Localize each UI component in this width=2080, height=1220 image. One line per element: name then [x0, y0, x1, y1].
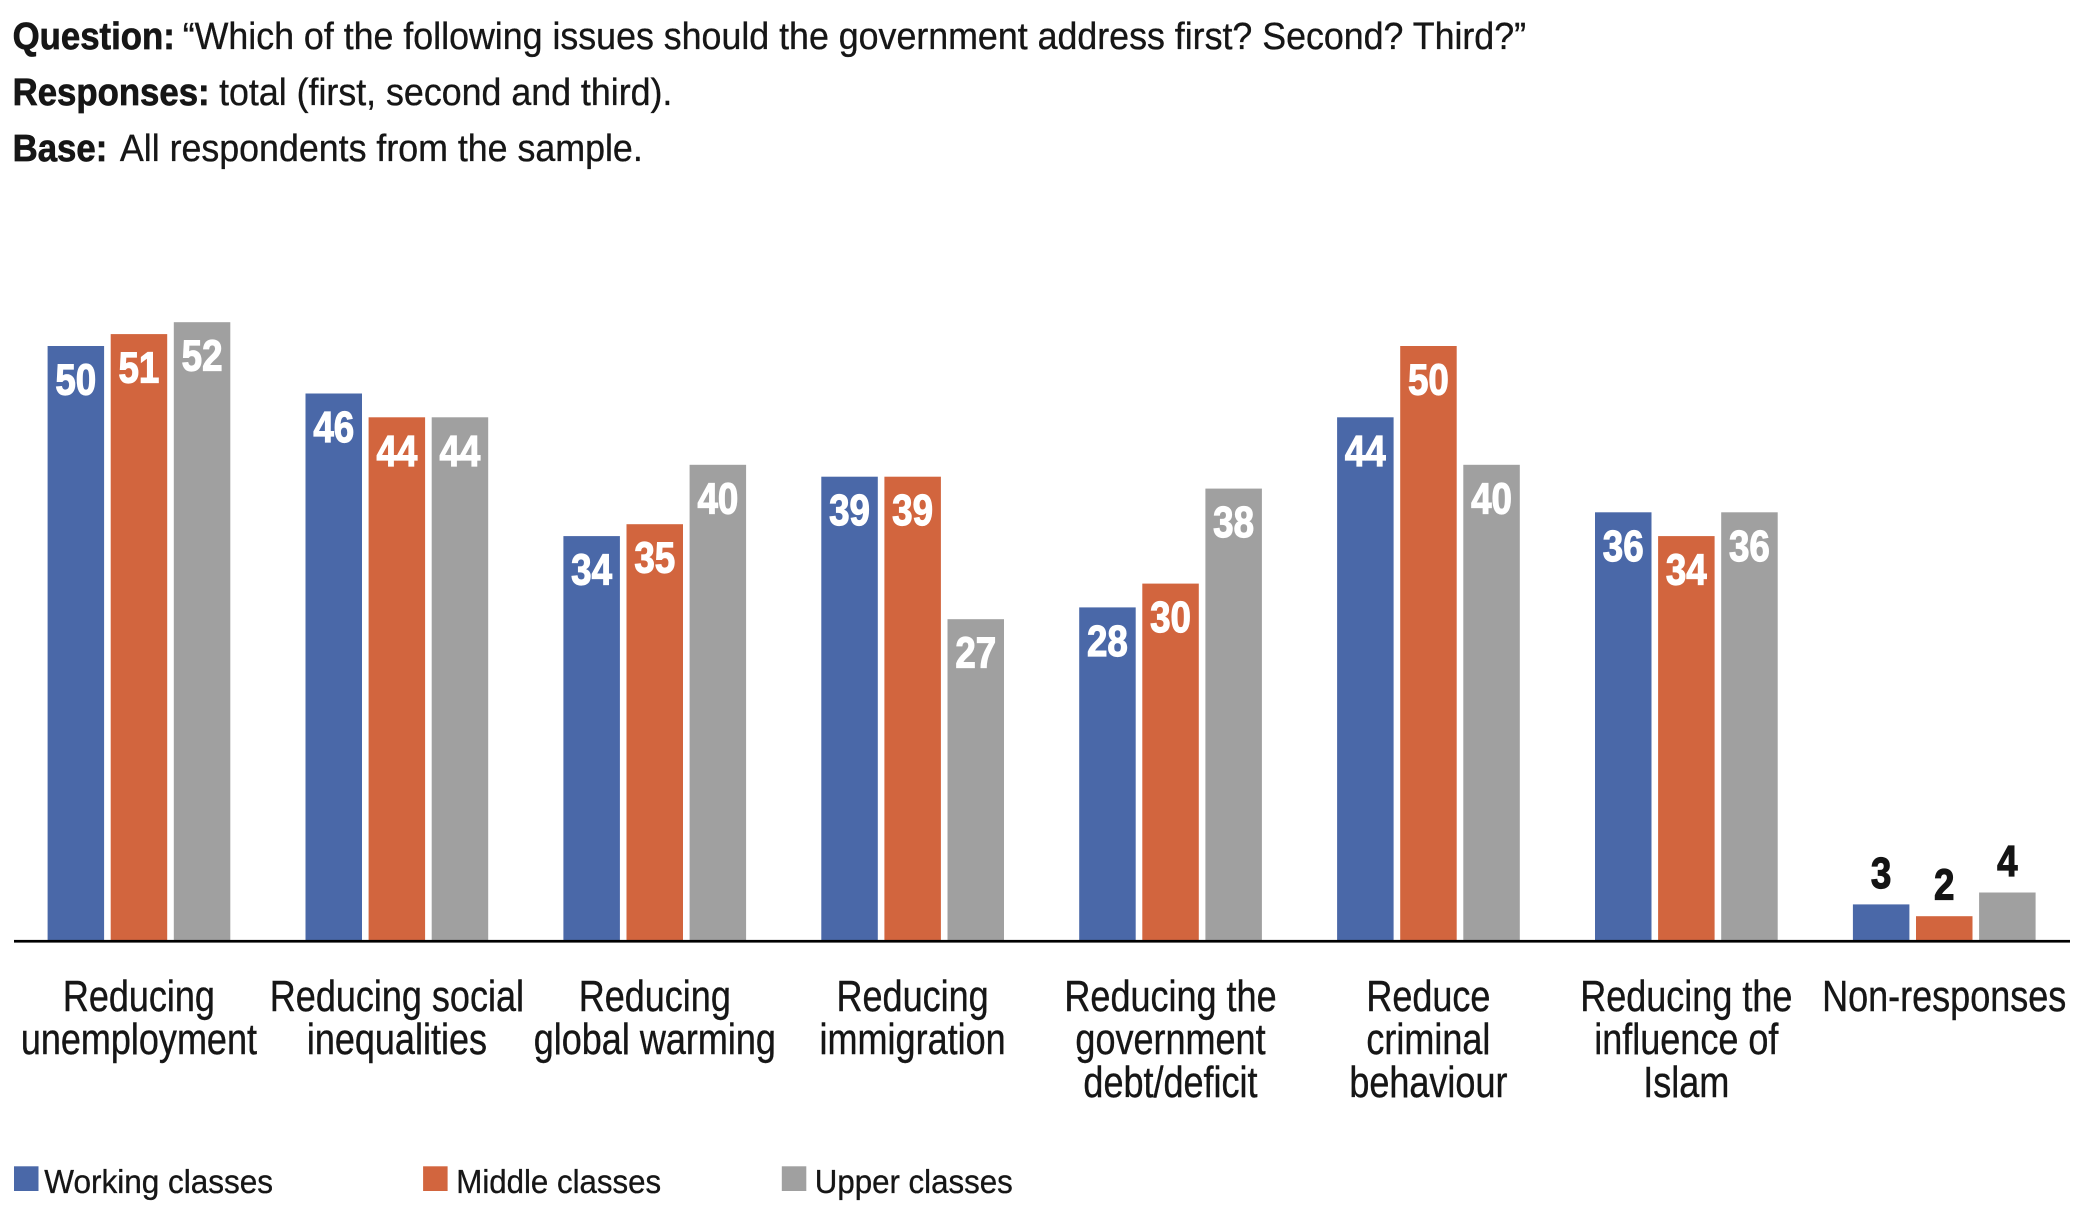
svg-text:Non-responses: Non-responses [1822, 973, 2066, 1021]
svg-text:Base:: Base: [13, 127, 108, 170]
svg-text:30: 30 [1150, 592, 1191, 642]
svg-text:total (first, second and third: total (first, second and third). [219, 71, 672, 113]
svg-text:27: 27 [955, 628, 996, 678]
svg-text:unemployment: unemployment [21, 1016, 257, 1064]
svg-text:immigration: immigration [820, 1016, 1006, 1064]
svg-text:38: 38 [1213, 497, 1254, 547]
svg-text:Reducing: Reducing [837, 973, 989, 1021]
svg-text:Reducing the: Reducing the [1580, 973, 1792, 1021]
svg-text:51: 51 [118, 342, 159, 392]
svg-text:39: 39 [829, 485, 870, 535]
svg-text:34: 34 [1666, 544, 1707, 594]
svg-text:39: 39 [892, 485, 933, 535]
svg-text:global warming: global warming [534, 1016, 776, 1064]
svg-text:“Which of the following issues: “Which of the following issues should th… [183, 15, 1526, 57]
svg-text:Reducing: Reducing [579, 973, 731, 1021]
svg-text:All respondents from the sampl: All respondents from the sample. [120, 127, 643, 169]
svg-text:Upper classes: Upper classes [815, 1163, 1013, 1200]
svg-text:35: 35 [634, 533, 675, 583]
svg-text:4: 4 [1997, 836, 2018, 886]
svg-text:44: 44 [1345, 426, 1386, 476]
svg-text:44: 44 [439, 426, 480, 476]
svg-text:2: 2 [1934, 860, 1954, 910]
svg-text:influence of: influence of [1594, 1016, 1779, 1064]
svg-text:behaviour: behaviour [1349, 1059, 1507, 1107]
svg-text:40: 40 [697, 473, 738, 523]
svg-text:Reducing: Reducing [63, 973, 215, 1021]
svg-text:criminal: criminal [1366, 1016, 1490, 1064]
svg-text:28: 28 [1087, 616, 1128, 666]
svg-text:Working classes: Working classes [44, 1162, 273, 1200]
svg-text:government: government [1075, 1016, 1265, 1064]
svg-text:44: 44 [376, 426, 417, 476]
svg-text:52: 52 [182, 331, 223, 381]
svg-text:34: 34 [571, 544, 612, 594]
svg-text:36: 36 [1729, 521, 1770, 571]
svg-text:40: 40 [1471, 473, 1512, 523]
svg-text:Responses:: Responses: [13, 70, 210, 113]
svg-text:36: 36 [1603, 521, 1644, 571]
svg-text:Middle classes: Middle classes [456, 1163, 661, 1200]
svg-text:debt/deficit: debt/deficit [1083, 1059, 1257, 1107]
svg-text:Reduce: Reduce [1366, 973, 1490, 1021]
svg-text:50: 50 [1408, 354, 1449, 404]
svg-text:50: 50 [55, 354, 96, 404]
svg-text:Question:: Question: [13, 14, 175, 57]
svg-text:inequalities: inequalities [307, 1016, 487, 1064]
svg-text:Reducing social: Reducing social [270, 973, 524, 1021]
svg-text:Reducing the: Reducing the [1064, 973, 1276, 1021]
svg-text:46: 46 [313, 402, 354, 452]
svg-text:3: 3 [1871, 848, 1891, 898]
svg-text:Islam: Islam [1643, 1059, 1729, 1107]
